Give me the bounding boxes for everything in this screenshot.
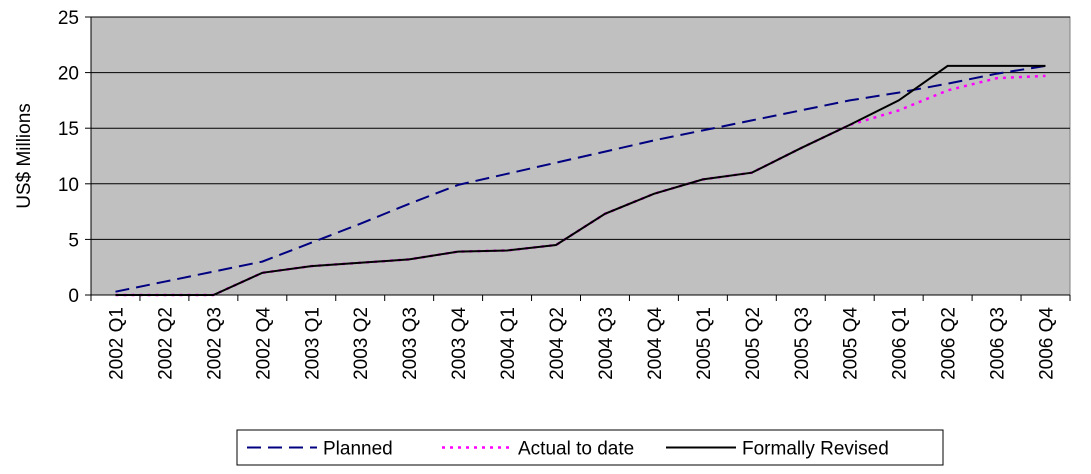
x-tick-label: 2004 Q3 xyxy=(596,307,617,380)
x-tick-label: 2004 Q2 xyxy=(547,307,568,380)
x-tick-label: 2006 Q3 xyxy=(988,307,1009,380)
y-tick-label: 20 xyxy=(58,64,79,85)
x-tick-label: 2005 Q3 xyxy=(792,307,813,380)
x-tick-label: 2003 Q2 xyxy=(351,307,372,380)
x-tick-label: 2006 Q1 xyxy=(890,307,911,380)
x-tick-label: 2002 Q4 xyxy=(253,307,274,380)
x-tick-label: 2005 Q2 xyxy=(743,307,764,380)
x-tick-label: 2002 Q3 xyxy=(204,307,225,380)
y-tick-label: 25 xyxy=(58,8,79,29)
x-tick-label: 2006 Q2 xyxy=(939,307,960,380)
y-tick-label: 10 xyxy=(58,175,79,196)
series-lines xyxy=(115,64,1046,297)
x-tick-label: 2003 Q4 xyxy=(449,307,470,380)
legend-box xyxy=(236,429,944,466)
series-line-formally-revised xyxy=(115,64,1046,296)
x-tick-label: 2003 Q1 xyxy=(302,307,323,380)
x-tick-label: 2005 Q4 xyxy=(841,307,862,380)
x-tick-label: 2005 Q1 xyxy=(694,307,715,380)
legend-label: Formally Revised xyxy=(742,439,889,460)
y-tick-label: 15 xyxy=(58,119,79,140)
y-axis-title: US$ Millions xyxy=(14,103,35,209)
legend-label: Actual to date xyxy=(518,439,634,460)
legend-label: Planned xyxy=(323,439,393,460)
x-tick-label: 2003 Q3 xyxy=(400,307,421,380)
series-line-planned xyxy=(115,64,1046,293)
x-axis: 2002 Q1 2002 Q2 2002 Q3 2002 Q4 2003 Q1 2003 … xyxy=(90,294,1071,380)
x-tick-label: 2004 Q4 xyxy=(645,307,666,380)
y-tick-label: 0 xyxy=(68,286,79,307)
y-tick-label: 5 xyxy=(68,230,79,251)
gridlines xyxy=(91,16,1070,240)
y-axis: 0 5 10 15 20 25 xyxy=(58,8,92,307)
x-tick-label: 2004 Q1 xyxy=(498,307,519,380)
series-line-actual-to-date xyxy=(115,74,1046,297)
x-tick-label: 2006 Q4 xyxy=(1037,307,1058,380)
x-tick-label: 2002 Q1 xyxy=(106,307,127,380)
legend: Planned Actual to date Formally Revised xyxy=(236,429,944,466)
plot-area xyxy=(90,16,1071,296)
x-tick-label: 2002 Q2 xyxy=(155,307,176,380)
